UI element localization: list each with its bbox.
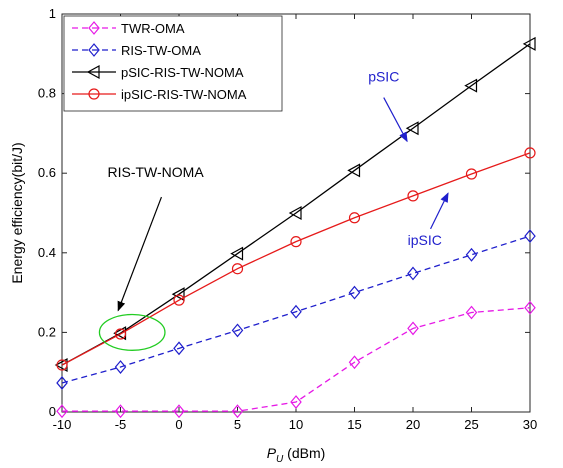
series-1-point-2 xyxy=(173,341,185,356)
x-tick-label-4: 10 xyxy=(289,417,303,432)
series-1-point-5 xyxy=(348,285,361,300)
legend-marker-3 xyxy=(88,88,100,100)
annotations: pSIC ipSIC RIS-TW-NOMA xyxy=(98,69,449,351)
series-0-point-4 xyxy=(290,395,302,409)
series-0-point-7 xyxy=(465,305,478,320)
series-0-point-3 xyxy=(231,404,244,419)
series-1-point-4 xyxy=(290,304,302,319)
series-line-2 xyxy=(61,43,531,366)
y-tick-label-2: 0.4 xyxy=(38,245,56,260)
series-2-point-8 xyxy=(522,36,536,51)
axis-ticks: -10 -5 0 5 10 15 20 25 30 0 0.2 0.4 0.6 0.8 1 xyxy=(38,6,537,432)
x-tick-label-3: 5 xyxy=(234,417,241,432)
legend-label-1: RIS-TW-OMA xyxy=(121,43,201,58)
series-2-point-7 xyxy=(464,78,478,93)
x-axis-label-main: P xyxy=(267,445,277,461)
x-tick-label-2: 0 xyxy=(175,417,182,432)
series-3-point-2 xyxy=(173,294,185,306)
series-3-point-1 xyxy=(114,328,127,340)
series-1 xyxy=(56,229,536,390)
series-3-point-4 xyxy=(290,236,302,248)
legend-label-2: pSIC-RIS-TW-NOMA xyxy=(121,65,244,80)
x-tick-label-8: 30 xyxy=(523,417,537,432)
series-3-point-8 xyxy=(524,147,536,159)
series-3-point-3 xyxy=(231,263,244,275)
series-0-point-6 xyxy=(407,321,419,336)
series-0-point-0 xyxy=(56,404,68,419)
series-0-point-2 xyxy=(173,404,185,419)
series-2-point-4 xyxy=(288,205,302,221)
x-tick-label-1: -5 xyxy=(115,417,127,432)
series-3-point-5 xyxy=(348,212,361,224)
x-tick-label-0: -10 xyxy=(53,417,72,432)
series-1-point-7 xyxy=(465,247,478,262)
series-2-point-5 xyxy=(347,163,361,178)
annotation-arrow-1 xyxy=(430,192,449,230)
series-1-point-8 xyxy=(524,229,536,244)
series-layer xyxy=(54,36,536,419)
series-line-1 xyxy=(61,235,531,384)
y-axis-label: Energy efficiency(bit/J) xyxy=(9,142,25,283)
legend-label-0: TWR-OMA xyxy=(121,21,185,36)
series-1-point-6 xyxy=(407,266,419,281)
y-tick-label-5: 1 xyxy=(49,6,56,21)
series-2-point-2 xyxy=(171,287,185,302)
series-0-point-1 xyxy=(114,404,127,419)
series-0 xyxy=(56,300,536,419)
series-1-point-3 xyxy=(231,323,244,338)
x-tick-label-6: 20 xyxy=(406,417,420,432)
series-3-point-0 xyxy=(56,359,68,371)
annotation-arrow-0 xyxy=(383,97,408,143)
series-line-0 xyxy=(62,307,531,412)
series-3 xyxy=(56,147,536,371)
annotation-arrow-2 xyxy=(117,196,163,312)
series-line-3 xyxy=(61,152,531,366)
annotation-label-0: pSIC xyxy=(368,69,399,85)
highlight-ellipse xyxy=(98,313,166,351)
x-axis-label: PU (dBm) xyxy=(267,445,326,465)
series-0-point-5 xyxy=(348,355,361,370)
legend-marker-1 xyxy=(88,43,100,57)
series-3-point-7 xyxy=(465,168,478,180)
legend-label-3: ipSIC-RIS-TW-NOMA xyxy=(121,87,247,102)
x-tick-label-5: 15 xyxy=(347,417,361,432)
annotation-label-1: ipSIC xyxy=(408,232,442,248)
series-1-point-0 xyxy=(56,376,68,390)
legend-marker-2 xyxy=(86,64,100,80)
x-tick-label-7: 25 xyxy=(464,417,478,432)
x-axis-label-sub: U xyxy=(276,454,284,465)
series-2-point-3 xyxy=(230,246,244,261)
legend-box xyxy=(63,15,283,112)
annotation-label-2: RIS-TW-NOMA xyxy=(108,164,205,180)
y-tick-label-3: 0.6 xyxy=(38,165,56,180)
y-tick-label-4: 0.8 xyxy=(38,86,56,101)
series-0-point-8 xyxy=(524,300,536,315)
series-1-point-1 xyxy=(114,360,127,374)
legend-marker-0 xyxy=(88,21,100,35)
x-axis-label-unit: (dBm) xyxy=(283,445,325,461)
y-tick-label-0: 0 xyxy=(49,404,56,419)
legend: TWR-OMA RIS-TW-OMA pSIC-RIS-TW-NOMA ipSIC-R… xyxy=(63,15,283,112)
series-2-point-6 xyxy=(405,121,419,136)
y-tick-label-1: 0.2 xyxy=(38,324,56,339)
series-3-point-6 xyxy=(407,190,419,202)
